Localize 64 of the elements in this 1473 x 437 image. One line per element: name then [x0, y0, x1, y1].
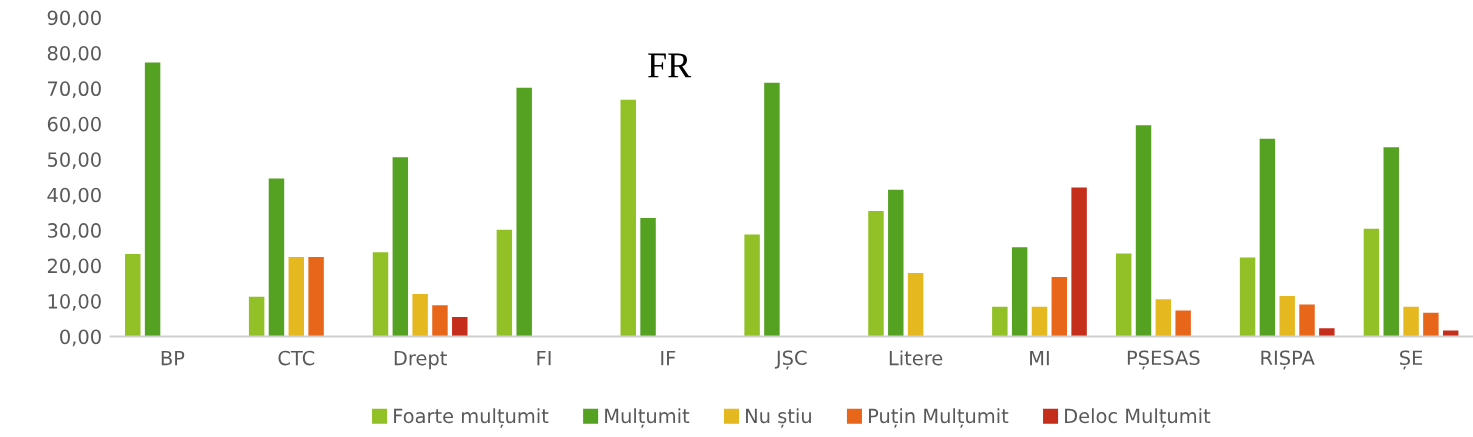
bar — [1363, 228, 1380, 337]
bar — [1423, 312, 1439, 337]
annotation: FR — [648, 53, 692, 78]
y-tick-label: 50,00 — [47, 152, 101, 169]
bar — [620, 99, 636, 337]
bar — [496, 229, 513, 337]
bar — [1135, 125, 1152, 337]
bar — [1279, 296, 1295, 337]
legend-label: Deloc Mulțumit — [1065, 408, 1211, 428]
y-tick-label: 90,00 — [47, 10, 101, 28]
bar — [1011, 247, 1028, 337]
bar — [888, 189, 904, 337]
x-tick-label: Drept — [394, 350, 447, 370]
bar — [1299, 304, 1315, 337]
legend-label: Mulțumit — [605, 408, 690, 428]
bar — [144, 62, 161, 337]
x-tick-label: CTC — [278, 350, 315, 366]
bar — [452, 316, 468, 337]
x-tick-label: PȘESAS — [1127, 350, 1200, 370]
x-tick-label: BP — [161, 350, 185, 366]
x-tick-label: Litere — [889, 350, 943, 366]
bar — [288, 257, 304, 337]
bar — [640, 218, 656, 337]
x-tick-label: RIȘPA — [1261, 350, 1315, 370]
bar — [764, 82, 780, 337]
bar — [125, 253, 141, 337]
bar — [1403, 306, 1419, 337]
bar — [1259, 138, 1276, 337]
legend-label: Foarte mulțumit — [394, 408, 549, 428]
bar — [516, 87, 532, 337]
x-tick-label: IF — [661, 350, 676, 366]
y-tick-label: 40,00 — [47, 187, 101, 205]
bar — [1239, 257, 1256, 337]
x-tick-label: MI — [1030, 350, 1049, 366]
x-tick-label: ȘE — [1400, 350, 1423, 370]
bar — [868, 211, 884, 337]
bar — [1031, 306, 1048, 337]
bar — [392, 157, 409, 337]
bar — [1115, 253, 1132, 337]
legend-label: Nu știu — [746, 408, 811, 428]
x-tick-label: FI — [537, 350, 551, 366]
bar — [1175, 310, 1191, 337]
bar — [248, 296, 265, 337]
bar — [432, 305, 448, 337]
bar — [744, 234, 760, 337]
bar — [308, 257, 324, 337]
bar — [907, 273, 924, 337]
x-tick-label: JȘC — [774, 350, 807, 370]
bar — [268, 178, 285, 337]
bar — [1071, 187, 1087, 337]
y-tick-label: 80,00 — [47, 45, 101, 63]
bar — [1383, 147, 1399, 337]
y-tick-label: 0,00 — [60, 329, 101, 347]
y-tick-label: 70,00 — [48, 81, 101, 99]
bar — [1155, 299, 1172, 337]
bar — [372, 252, 389, 337]
y-tick-label: 30,00 — [47, 223, 101, 240]
bar — [992, 306, 1008, 337]
y-tick-label: 10,00 — [48, 294, 101, 311]
bar — [1051, 276, 1068, 337]
y-tick-label: 60,00 — [47, 116, 101, 134]
bar — [412, 293, 428, 337]
legend-label: Puțin Mulțumit — [869, 408, 1009, 428]
y-tick-label: 20,00 — [47, 258, 101, 276]
